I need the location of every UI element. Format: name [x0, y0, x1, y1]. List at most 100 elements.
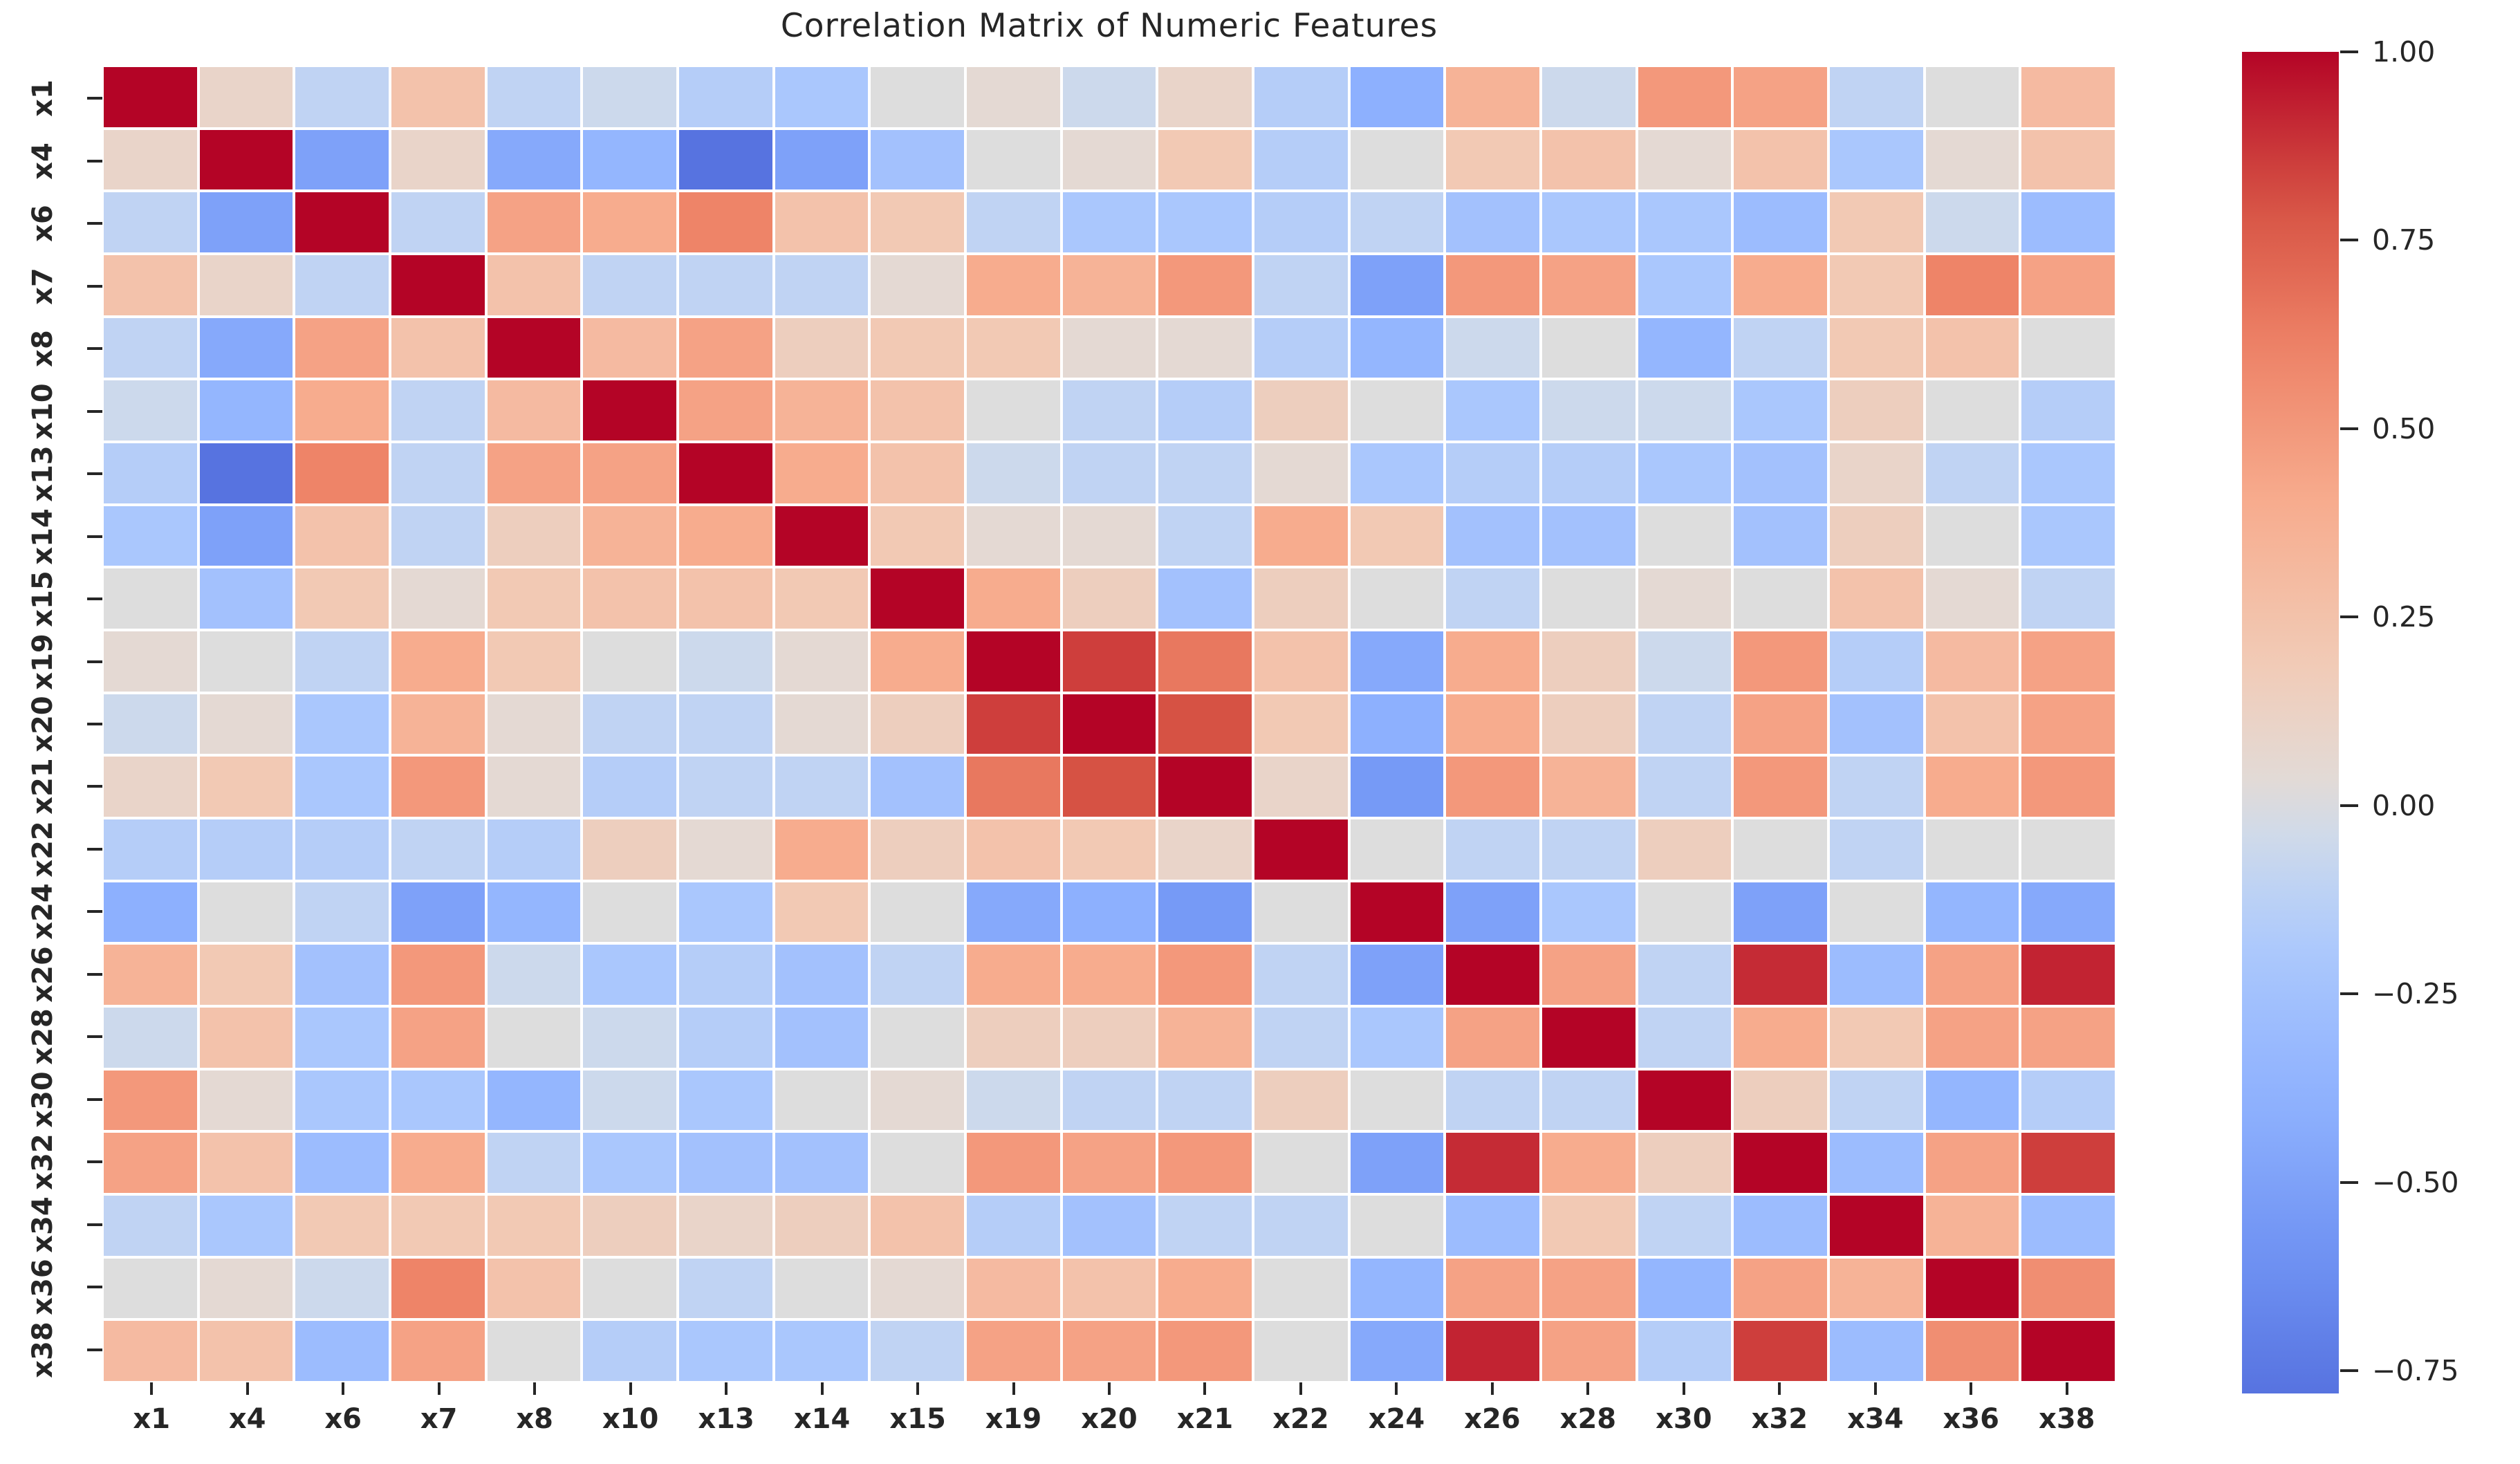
y-tick-mark	[87, 222, 102, 225]
heatmap-cell	[295, 67, 389, 127]
x-tick-label: x36	[1943, 1403, 2000, 1435]
heatmap-cell	[583, 757, 676, 817]
heatmap-cell	[295, 254, 389, 315]
heatmap-cell	[2021, 1258, 2115, 1319]
heatmap-cell	[2021, 1133, 2115, 1193]
heatmap-cell	[1062, 1195, 1156, 1256]
heatmap-cell	[679, 129, 772, 190]
heatmap-cell	[1830, 757, 1923, 817]
heatmap-cell	[1062, 631, 1156, 692]
heatmap-cell	[104, 882, 197, 943]
y-tick-mark	[87, 1160, 102, 1164]
heatmap-cell	[967, 254, 1060, 315]
heatmap-cell	[1542, 254, 1636, 315]
heatmap-cell	[391, 129, 485, 190]
heatmap-cell	[583, 694, 676, 754]
heatmap-cell	[1830, 506, 1923, 566]
heatmap-cell	[679, 757, 772, 817]
heatmap-cell	[871, 1070, 964, 1131]
x-tick-mark	[533, 1382, 537, 1395]
heatmap-cell	[583, 945, 676, 1005]
y-tick-mark	[87, 785, 102, 788]
heatmap-cell	[1542, 882, 1636, 943]
heatmap-cell	[583, 254, 676, 315]
heatmap-cell	[583, 568, 676, 629]
heatmap-cell	[1350, 757, 1444, 817]
heatmap-cell	[1925, 380, 2019, 441]
heatmap-cell	[775, 192, 869, 252]
heatmap-cell	[391, 882, 485, 943]
heatmap-cell	[1254, 694, 1348, 754]
heatmap-cell	[1638, 192, 1732, 252]
heatmap-cell	[967, 568, 1060, 629]
heatmap-cell	[199, 757, 293, 817]
heatmap-cell	[1350, 1195, 1444, 1256]
heatmap-cell	[1830, 819, 1923, 880]
heatmap-cell	[1542, 380, 1636, 441]
heatmap-cell	[487, 568, 581, 629]
x-tick-mark	[1108, 1382, 1111, 1395]
heatmap-cell	[1638, 380, 1732, 441]
heatmap-cell	[1062, 317, 1156, 378]
y-tick-label: x38	[27, 1322, 59, 1378]
y-tick-mark	[87, 660, 102, 663]
heatmap-cell	[1062, 1007, 1156, 1068]
heatmap-cell	[1734, 568, 1827, 629]
heatmap-cell	[391, 443, 485, 503]
heatmap-cell	[295, 129, 389, 190]
heatmap-cell	[1830, 945, 1923, 1005]
heatmap-cell	[1734, 819, 1827, 880]
heatmap-cell	[2021, 945, 2115, 1005]
heatmap-cell	[199, 317, 293, 378]
heatmap-cell	[1925, 568, 2019, 629]
heatmap-cell	[487, 443, 581, 503]
heatmap-cell	[1446, 1070, 1539, 1131]
heatmap-cell	[967, 694, 1060, 754]
heatmap-cell	[2021, 254, 2115, 315]
heatmap-cell	[1254, 1133, 1348, 1193]
y-tick-label: x22	[27, 821, 59, 878]
heatmap-cell	[1446, 819, 1539, 880]
heatmap-cell	[199, 443, 293, 503]
heatmap-cell	[104, 757, 197, 817]
heatmap-cell	[391, 1321, 485, 1381]
heatmap-cell	[1158, 631, 1252, 692]
heatmap-cell	[1446, 694, 1539, 754]
heatmap-cell	[391, 568, 485, 629]
heatmap-cell	[679, 1321, 772, 1381]
heatmap-cell	[391, 1258, 485, 1319]
heatmap-cell	[775, 568, 869, 629]
heatmap-cell	[295, 506, 389, 566]
heatmap-cell	[295, 757, 389, 817]
heatmap-cell	[1158, 819, 1252, 880]
heatmap-cell	[1350, 1007, 1444, 1068]
heatmap-cell	[391, 1195, 485, 1256]
heatmap-cell	[1350, 568, 1444, 629]
heatmap-cell	[775, 1007, 869, 1068]
heatmap-cell	[775, 506, 869, 566]
heatmap-cell	[967, 1258, 1060, 1319]
heatmap-cell	[487, 1007, 581, 1068]
heatmap-cell	[1158, 1133, 1252, 1193]
heatmap-cell	[583, 1007, 676, 1068]
heatmap-cell	[871, 443, 964, 503]
heatmap-cell	[1062, 757, 1156, 817]
heatmap-cell	[1446, 1195, 1539, 1256]
x-tick-mark	[437, 1382, 441, 1395]
heatmap-cell	[583, 882, 676, 943]
heatmap-cell	[1062, 254, 1156, 315]
heatmap-cell	[487, 1195, 581, 1256]
heatmap-cell	[1925, 443, 2019, 503]
colorbar-tick-label: −0.50	[2372, 1165, 2459, 1199]
heatmap-cell	[1734, 192, 1827, 252]
x-tick-mark	[1586, 1382, 1590, 1395]
heatmap-cell	[295, 443, 389, 503]
heatmap-cell	[679, 882, 772, 943]
heatmap-cell	[1542, 317, 1636, 378]
x-tick-label: x19	[985, 1403, 1042, 1435]
heatmap-cell	[104, 1321, 197, 1381]
x-tick-mark	[1682, 1382, 1685, 1395]
x-tick-label: x1	[133, 1403, 171, 1435]
heatmap-cell	[1254, 882, 1348, 943]
